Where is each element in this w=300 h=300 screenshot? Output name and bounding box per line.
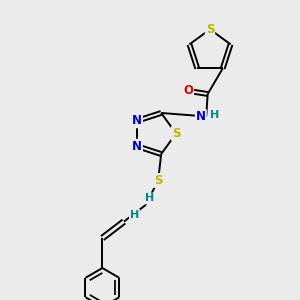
Text: N: N bbox=[132, 114, 142, 127]
Text: S: S bbox=[154, 174, 162, 187]
Text: S: S bbox=[206, 23, 214, 36]
Text: H: H bbox=[210, 110, 219, 120]
Text: H: H bbox=[145, 194, 154, 203]
Text: O: O bbox=[183, 85, 193, 98]
Text: N: N bbox=[132, 140, 142, 153]
Text: H: H bbox=[130, 210, 139, 220]
Text: S: S bbox=[172, 127, 180, 140]
Text: N: N bbox=[196, 110, 206, 123]
